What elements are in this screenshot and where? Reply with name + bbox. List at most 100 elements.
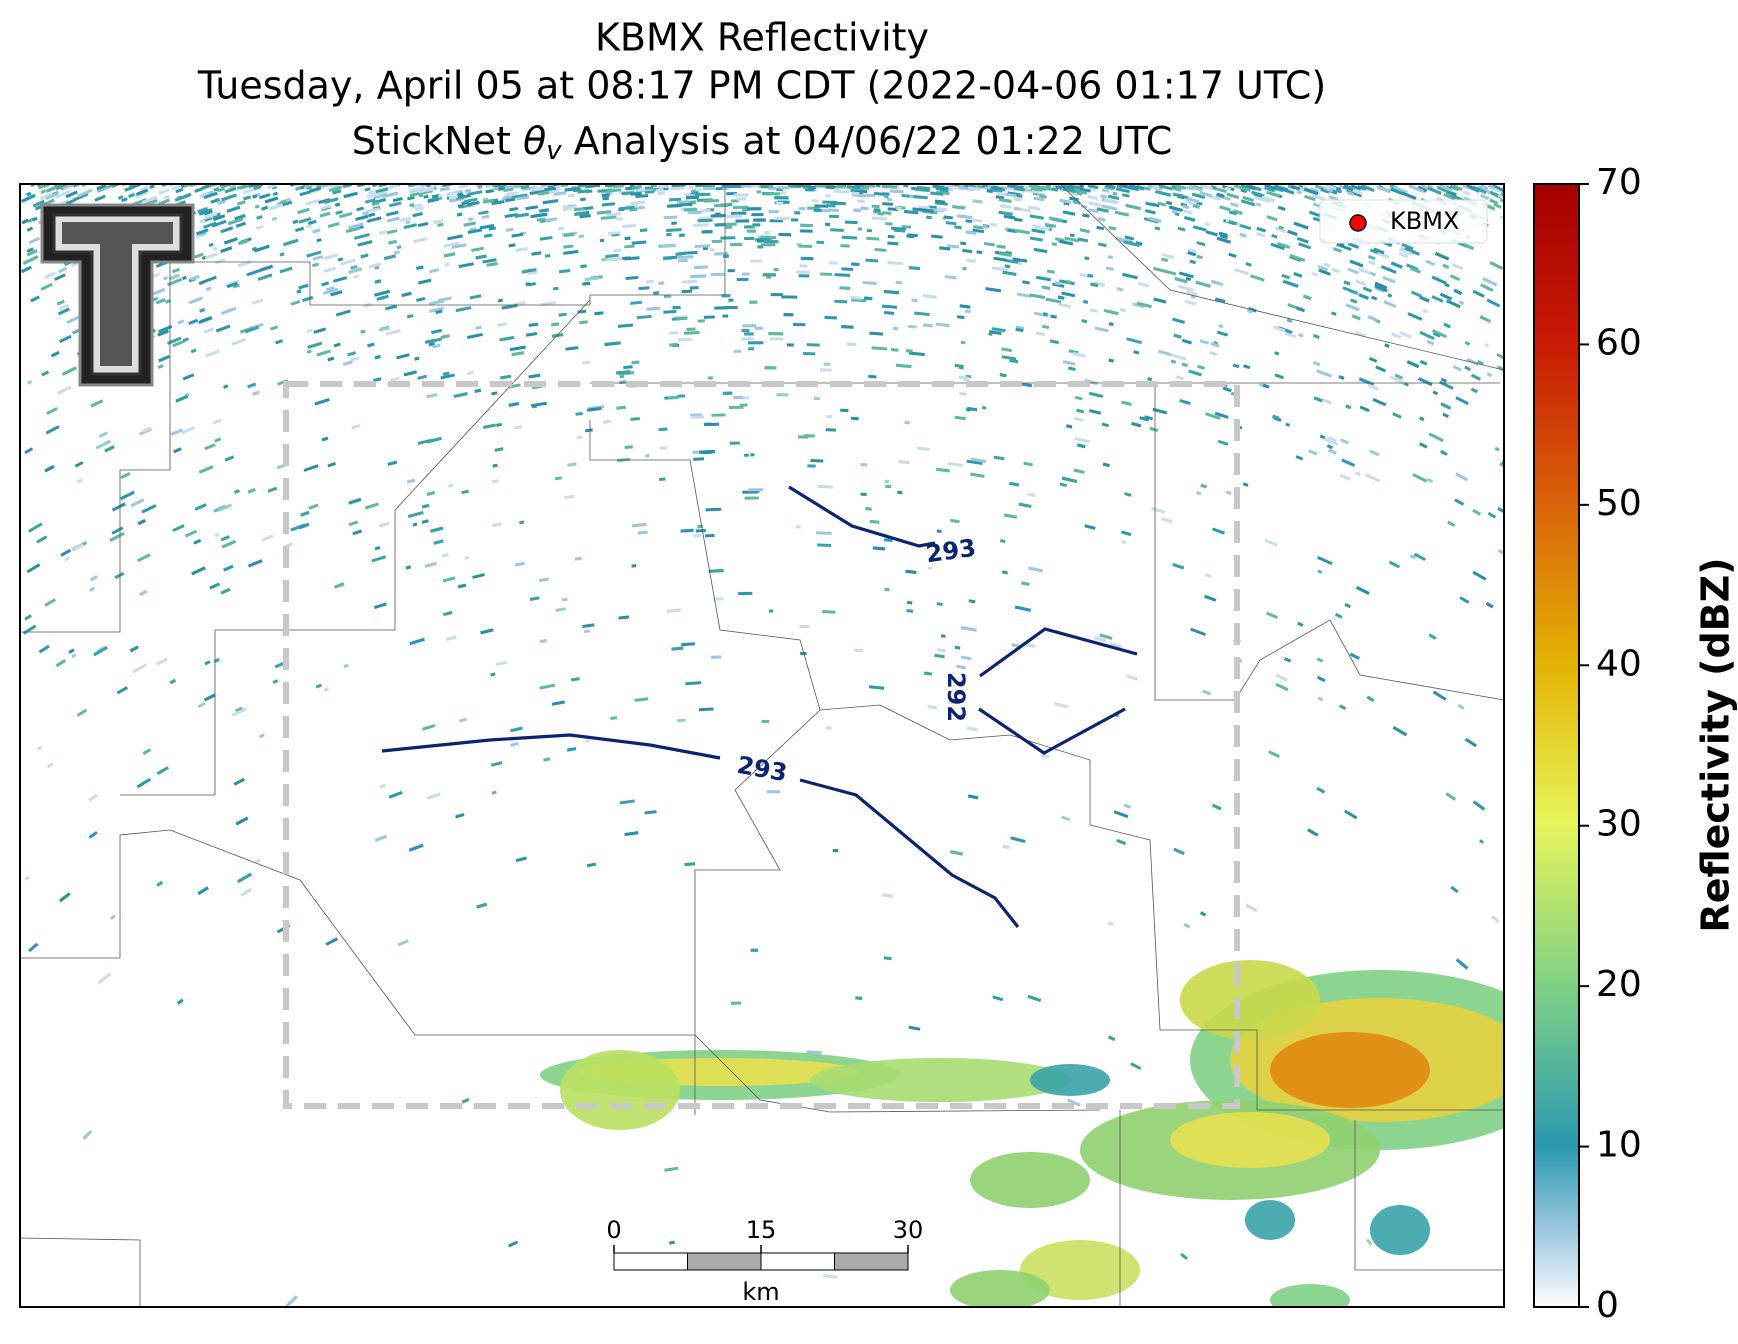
echo <box>806 1050 822 1055</box>
echo <box>1079 187 1091 193</box>
echo <box>1128 184 1145 191</box>
echo <box>959 304 971 309</box>
echo <box>1050 314 1057 319</box>
echo <box>956 315 965 320</box>
echo <box>443 241 460 248</box>
echo <box>827 208 839 212</box>
echo <box>623 365 633 370</box>
echo <box>618 615 630 620</box>
echo <box>965 219 973 224</box>
echo <box>1388 560 1401 569</box>
echo <box>82 1130 93 1140</box>
echo <box>542 199 559 205</box>
echo <box>1266 190 1281 198</box>
echo <box>746 229 756 233</box>
echo <box>693 457 705 461</box>
echo <box>258 733 265 739</box>
echo <box>1272 325 1286 333</box>
echo <box>321 436 329 442</box>
echo <box>1161 253 1175 260</box>
echo <box>514 425 523 430</box>
echo <box>226 205 241 213</box>
echo <box>389 376 400 383</box>
echo <box>36 535 48 544</box>
echo <box>798 206 806 211</box>
echo <box>981 405 987 410</box>
legend-box <box>1319 199 1488 244</box>
echo <box>1199 339 1210 345</box>
echo <box>1479 184 1489 191</box>
echo <box>871 216 888 221</box>
echo <box>1051 242 1058 247</box>
echo <box>1154 226 1161 231</box>
echo <box>28 236 41 245</box>
echo <box>632 522 647 528</box>
echo <box>306 223 313 229</box>
echo <box>1339 704 1347 711</box>
echo <box>1486 372 1493 378</box>
echo <box>877 212 884 216</box>
echo <box>1228 252 1237 258</box>
echo <box>963 378 970 382</box>
echo <box>430 526 444 533</box>
echo <box>1119 308 1127 313</box>
echo <box>1012 257 1028 263</box>
echo <box>211 219 227 228</box>
echo <box>1199 911 1207 917</box>
echo <box>514 212 529 218</box>
echo <box>871 346 888 351</box>
echo <box>1446 299 1461 309</box>
echo <box>905 349 913 353</box>
echo <box>610 716 618 720</box>
echo <box>1177 284 1194 292</box>
echo <box>1109 641 1123 649</box>
echo <box>30 295 40 303</box>
echo <box>236 200 246 206</box>
echo <box>884 479 889 484</box>
echo <box>1308 449 1318 456</box>
echo <box>1203 594 1217 602</box>
echo <box>255 224 264 230</box>
echo <box>1247 185 1256 191</box>
echo <box>972 228 985 234</box>
contour-line <box>381 733 721 760</box>
echo <box>934 199 946 204</box>
echo <box>657 191 665 196</box>
echo <box>1210 342 1220 348</box>
echo <box>1029 214 1045 220</box>
echo <box>1266 215 1278 222</box>
echo <box>1312 194 1326 202</box>
echo <box>666 228 682 232</box>
echo <box>615 370 631 375</box>
echo <box>896 206 902 211</box>
echo <box>332 189 342 195</box>
echo <box>464 555 470 560</box>
echo <box>988 332 993 336</box>
echo <box>299 190 312 197</box>
echo <box>744 453 749 457</box>
echo <box>913 194 928 200</box>
echo <box>1357 267 1371 275</box>
echo <box>713 203 729 208</box>
echo <box>199 192 210 199</box>
echo <box>243 195 252 201</box>
echo <box>139 589 148 597</box>
echo <box>26 247 34 253</box>
echo <box>65 190 78 199</box>
echo <box>962 248 973 254</box>
echo <box>312 228 321 234</box>
echo <box>181 275 187 281</box>
echo <box>1496 193 1504 201</box>
echo <box>1374 284 1388 293</box>
echo <box>1326 184 1337 191</box>
echo <box>887 260 903 266</box>
echo <box>929 207 944 213</box>
echo <box>939 246 951 251</box>
echo <box>342 360 353 367</box>
echo <box>954 363 964 368</box>
echo <box>890 348 899 352</box>
echo <box>175 394 189 403</box>
echo <box>1074 436 1091 444</box>
echo <box>1369 271 1377 277</box>
echo <box>1330 311 1337 316</box>
